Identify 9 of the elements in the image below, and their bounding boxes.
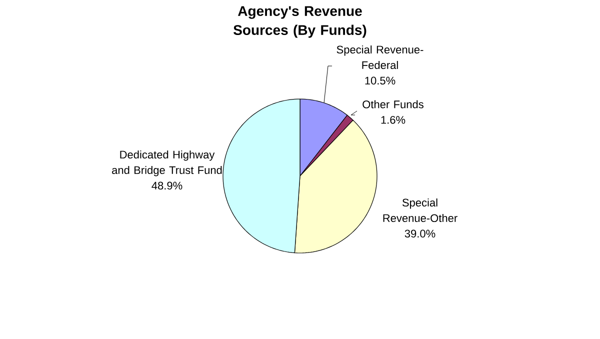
slice-label: Other Funds	[362, 100, 424, 108]
slice-label: Special Revenue-Federal	[336, 45, 424, 70]
slice-label: Dedicated Highway and Bridge Trust Fund	[112, 150, 222, 176]
slice-label: Special Revenue-Other	[383, 198, 458, 222]
data-label: 39.0%	[404, 230, 436, 238]
data-label: 48.9%	[152, 182, 182, 190]
data-label: 10.5%	[365, 76, 396, 85]
data-label: 1.6%	[381, 116, 406, 124]
chart-title: Agency's Revenue Sources (By Funds)	[234, 6, 366, 38]
